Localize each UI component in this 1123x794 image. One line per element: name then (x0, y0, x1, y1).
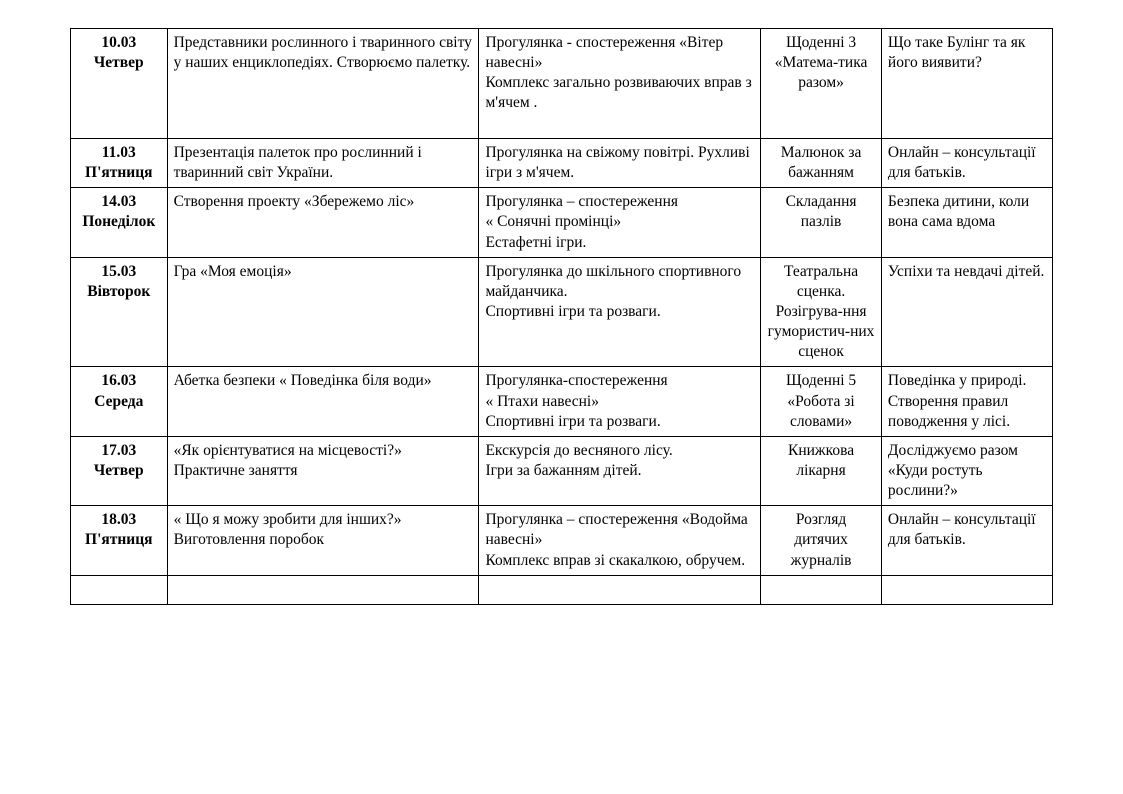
date-day: Вівторок (77, 282, 161, 302)
date-cell: 15.03Вівторок (71, 257, 168, 367)
date-cell: 16.03Середа (71, 367, 168, 436)
activity4-cell: Поведінка у природі.Створення правил пов… (881, 367, 1052, 436)
activity4-cell: Онлайн – консультації для батьків. (881, 139, 1052, 188)
table-row: 18.03П'ятниця« Що я можу зробити для інш… (71, 506, 1053, 575)
activity1-cell: Створення проекту «Збережемо ліс» (167, 188, 479, 257)
date-number: 15.03 (77, 262, 161, 282)
date-day: П'ятниця (77, 163, 161, 183)
date-day: Понеділок (77, 212, 161, 232)
activity1-cell: Гра «Моя емоція» (167, 257, 479, 367)
date-cell: 17.03Четвер (71, 436, 168, 505)
activity3-cell: Щоденні 3 «Матема-тика разом» (761, 29, 882, 139)
activity2-cell: Прогулянка-спостереження« Птахи навесні»… (479, 367, 761, 436)
date-number: 14.03 (77, 192, 161, 212)
activity4-cell: Досліджуємо разом «Куди ростуть рослини?… (881, 436, 1052, 505)
activity3-cell: Щоденні 5 «Робота зі словами» (761, 367, 882, 436)
activity2-cell: Прогулянка до шкільного спортивного майд… (479, 257, 761, 367)
date-cell: 11.03П'ятниця (71, 139, 168, 188)
table-row: 17.03Четвер«Як орієнтуватися на місцевос… (71, 436, 1053, 505)
activity3-cell: Книжкова лікарня (761, 436, 882, 505)
empty-cell (71, 575, 168, 604)
table-empty-row (71, 575, 1053, 604)
activity4-cell: Успіхи та невдачі дітей. (881, 257, 1052, 367)
activity1-cell: «Як орієнтуватися на місцевості?» Практи… (167, 436, 479, 505)
activity3-cell: Театральна сценка. Розігрува-ння гуморис… (761, 257, 882, 367)
date-number: 10.03 (77, 33, 161, 53)
activity4-cell: Що таке Булінг та як його виявити? (881, 29, 1052, 139)
activity4-cell: Безпека дитини, коли вона сама вдома (881, 188, 1052, 257)
date-number: 11.03 (77, 143, 161, 163)
activity1-cell: Абетка безпеки « Поведінка біля води» (167, 367, 479, 436)
date-number: 16.03 (77, 371, 161, 391)
activity3-cell: Складання пазлів (761, 188, 882, 257)
date-day: Четвер (77, 461, 161, 481)
date-cell: 18.03П'ятниця (71, 506, 168, 575)
date-number: 17.03 (77, 441, 161, 461)
date-cell: 10.03Четвер (71, 29, 168, 139)
table-row: 10.03ЧетверПредставники рослинного і тва… (71, 29, 1053, 139)
empty-cell (761, 575, 882, 604)
empty-cell (479, 575, 761, 604)
date-day: Середа (77, 392, 161, 412)
activity3-cell: Розгляд дитячих журналів (761, 506, 882, 575)
date-day: П'ятниця (77, 530, 161, 550)
table-row: 15.03ВівторокГра «Моя емоція»Прогулянка … (71, 257, 1053, 367)
date-day: Четвер (77, 53, 161, 73)
table-row: 11.03П'ятницяПрезентація палеток про рос… (71, 139, 1053, 188)
activity3-cell: Малюнок за бажанням (761, 139, 882, 188)
empty-cell (881, 575, 1052, 604)
activity1-cell: Презентація палеток про рослинний і твар… (167, 139, 479, 188)
activity1-cell: Представники рослинного і тваринного сві… (167, 29, 479, 139)
schedule-tbody: 10.03ЧетверПредставники рослинного і тва… (71, 29, 1053, 605)
activity2-cell: Прогулянка – спостереження« Сонячні пром… (479, 188, 761, 257)
table-row: 14.03ПонеділокСтворення проекту «Збереже… (71, 188, 1053, 257)
empty-cell (167, 575, 479, 604)
activity2-cell: Прогулянка на свіжому повітрі. Рухливі і… (479, 139, 761, 188)
activity2-cell: Екскурсія до весняного лісу.Ігри за бажа… (479, 436, 761, 505)
activity2-cell: Прогулянка – спостереження «Водойма наве… (479, 506, 761, 575)
activity4-cell: Онлайн – консультації для батьків. (881, 506, 1052, 575)
date-cell: 14.03Понеділок (71, 188, 168, 257)
activity1-cell: « Що я можу зробити для інших?»Виготовле… (167, 506, 479, 575)
table-row: 16.03СередаАбетка безпеки « Поведінка бі… (71, 367, 1053, 436)
activity2-cell: Прогулянка - спостереження «Вітер навесн… (479, 29, 761, 139)
schedule-table: 10.03ЧетверПредставники рослинного і тва… (70, 28, 1053, 605)
date-number: 18.03 (77, 510, 161, 530)
